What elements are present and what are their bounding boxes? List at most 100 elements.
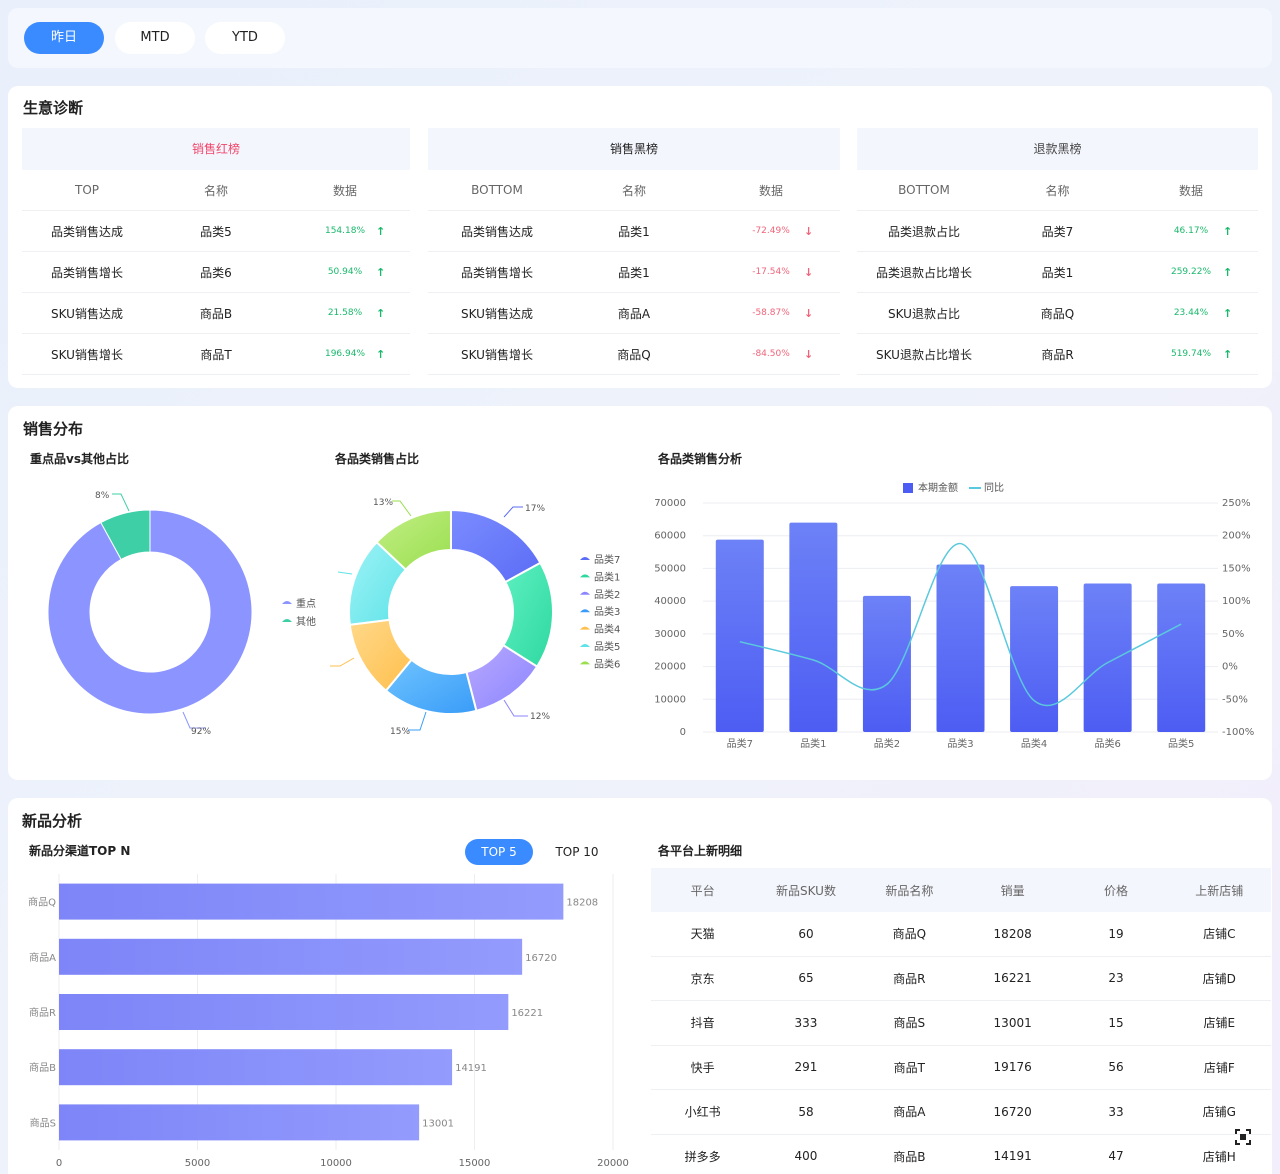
fullscreen-icon[interactable] bbox=[1235, 1129, 1251, 1145]
diag-table-title: 销售黑榜 bbox=[428, 128, 840, 170]
metric-value: 154.18% bbox=[324, 226, 366, 236]
metric-value: 23.44% bbox=[1173, 308, 1209, 318]
metric-value-cell: 519.74% bbox=[1124, 349, 1258, 359]
y2-tick-label: 100% bbox=[1222, 596, 1251, 607]
item-name: 品类1 bbox=[618, 265, 650, 280]
metric-value-cell: 154.18% bbox=[280, 226, 410, 236]
item-name: 品类1 bbox=[618, 224, 650, 239]
item-name: 商品Q bbox=[1040, 306, 1075, 321]
metric-label: 品类退款占比 bbox=[887, 224, 960, 239]
y2-tick-label: -100% bbox=[1222, 727, 1254, 738]
diag-table-header-row: BOTTOM 名称 数据 bbox=[428, 170, 840, 211]
y-tick-label: 70000 bbox=[654, 498, 686, 509]
metric-value: 196.94% bbox=[324, 349, 366, 359]
detail-cell: 小红书 bbox=[684, 1105, 721, 1120]
legend-label: 品类6 bbox=[594, 657, 620, 670]
item-name: 品类1 bbox=[1041, 265, 1074, 280]
bar bbox=[1010, 586, 1059, 732]
table-row: 快手 291 商品T 19176 56 店铺F bbox=[651, 1046, 1271, 1090]
top5-tab[interactable]: TOP 5 bbox=[465, 839, 533, 865]
metric-value-cell: 46.17% bbox=[1124, 226, 1258, 236]
bar bbox=[59, 1104, 420, 1141]
detail-cell: 65 bbox=[798, 971, 814, 986]
table-row: SKU退款占比增长 商品R 519.74% ↑ bbox=[857, 334, 1258, 375]
top10-tab[interactable]: TOP 10 bbox=[555, 845, 599, 859]
diag-table-2: 退款黑榜 BOTTOM 名称 数据 品类退款占比 品类7 46.17% ↑ 品类退款占比增长 品类… bbox=[857, 128, 1258, 375]
detail-cell: 商品B bbox=[893, 1149, 926, 1164]
item-name: 商品A bbox=[617, 306, 651, 321]
tab-yesterday[interactable]: 昨日 bbox=[24, 22, 104, 54]
newproducts-title: 新品分析 bbox=[22, 812, 83, 830]
x-tick-label: 品类6 bbox=[1094, 737, 1120, 750]
newproducts-card: 新品分析 新品分渠道TOP N TOP 5 TOP 10 各平台上新明细 0 50… bbox=[8, 798, 1272, 1174]
y-tick-label: 10000 bbox=[654, 694, 686, 705]
bar bbox=[715, 539, 764, 732]
item-name: 品类5 bbox=[200, 224, 232, 239]
table-row: 品类销售增长 品类1 -17.54% ↓ bbox=[428, 252, 840, 293]
table-row: SKU销售达成 商品A -58.87% ↓ bbox=[428, 293, 840, 334]
table-row: 品类退款占比增长 品类1 259.22% ↑ bbox=[857, 252, 1258, 293]
detail-cell: 47 bbox=[1108, 1149, 1124, 1164]
bar bbox=[1157, 583, 1206, 732]
detail-table: 平台 新品SKU数 新品名称 销量 价格 上新店铺 天猫 60 商品Q 18208 19 店铺C 京东… bbox=[651, 868, 1271, 1174]
tab-ytd[interactable]: YTD bbox=[205, 22, 285, 54]
diag-table-0: 销售红榜 TOP 名称 数据 品类销售达成 品类5 154.18% ↑ 品类销售增长 品类6 50.… bbox=[22, 128, 410, 375]
table-row: 品类退款占比 品类7 46.17% ↑ bbox=[857, 211, 1258, 252]
x-tick-label: 品类5 bbox=[1168, 737, 1194, 750]
metric-value-cell: -72.49% bbox=[702, 226, 840, 236]
metric-label: SKU退款占比增长 bbox=[876, 347, 972, 362]
hbar-title: 新品分渠道TOP N bbox=[29, 844, 131, 858]
y-tick-label: 商品S bbox=[30, 1116, 56, 1129]
y-tick-label: 30000 bbox=[654, 629, 686, 640]
diag-col-header: 名称 bbox=[621, 183, 646, 198]
diag-table-header-row: BOTTOM 名称 数据 bbox=[857, 170, 1258, 211]
leader-line bbox=[337, 571, 353, 575]
legend-label: 品类2 bbox=[594, 588, 620, 601]
y-tick-label: 50000 bbox=[654, 563, 686, 574]
diag-col-header: 数据 bbox=[332, 183, 357, 198]
detail-title: 各平台上新明细 bbox=[658, 844, 743, 858]
legend-label: 品类7 bbox=[594, 553, 620, 566]
table-row: SKU销售增长 商品Q -84.50% ↓ bbox=[428, 334, 840, 375]
metric-value-cell: -58.87% bbox=[702, 308, 840, 318]
metric-value: -58.87% bbox=[752, 308, 790, 318]
donut-slice bbox=[47, 509, 253, 715]
leader-line bbox=[408, 711, 427, 731]
diag-col-header: BOTTOM bbox=[898, 183, 950, 197]
table-row: 品类销售达成 品类5 154.18% ↑ bbox=[22, 211, 410, 252]
detail-cell: 19176 bbox=[993, 1060, 1032, 1075]
metric-label: SKU退款占比 bbox=[888, 306, 960, 321]
x-tick-label: 品类2 bbox=[874, 737, 900, 750]
metric-value: 50.94% bbox=[327, 267, 363, 277]
arrow-up-icon: ↑ bbox=[1223, 347, 1233, 361]
table-row: SKU销售增长 商品T 196.94% ↑ bbox=[22, 334, 410, 375]
metric-value: -72.49% bbox=[752, 226, 790, 236]
table-row: 小红书 58 商品A 16720 33 店铺G bbox=[651, 1090, 1271, 1135]
y-tick-label: 商品A bbox=[29, 951, 56, 964]
detail-col-header: 价格 bbox=[1103, 883, 1128, 898]
legend-swatch bbox=[580, 626, 590, 630]
metric-label: 品类退款占比增长 bbox=[875, 265, 972, 280]
bar bbox=[862, 595, 911, 732]
pie2-title: 各品类销售占比 bbox=[335, 452, 420, 466]
arrow-up-icon: ↑ bbox=[376, 347, 386, 361]
detail-cell: 店铺F bbox=[1203, 1060, 1235, 1075]
slice-label: 13% bbox=[373, 498, 393, 508]
arrow-up-icon: ↑ bbox=[376, 265, 386, 279]
yoy-line bbox=[739, 542, 1182, 707]
leader-line bbox=[330, 657, 355, 667]
metric-value: 21.58% bbox=[327, 308, 363, 318]
period-tab-bar: 昨日 MTD YTD bbox=[8, 8, 1272, 68]
item-name: 品类6 bbox=[200, 265, 232, 280]
metric-value-cell: 259.22% bbox=[1124, 267, 1258, 277]
legend-label: 品类5 bbox=[594, 640, 620, 653]
x-tick-label: 0 bbox=[56, 1158, 62, 1169]
metric-value-cell: -84.50% bbox=[702, 349, 840, 359]
metric-value-cell: 21.58% bbox=[280, 308, 410, 318]
table-row: 天猫 60 商品Q 18208 19 店铺C bbox=[651, 912, 1271, 957]
legend-label: 本期金额 bbox=[918, 481, 958, 494]
detail-cell: 33 bbox=[1108, 1104, 1124, 1119]
bar-value-label: 16221 bbox=[511, 1008, 543, 1019]
detail-cell: 店铺E bbox=[1203, 1016, 1236, 1031]
tab-mtd[interactable]: MTD bbox=[115, 22, 195, 54]
